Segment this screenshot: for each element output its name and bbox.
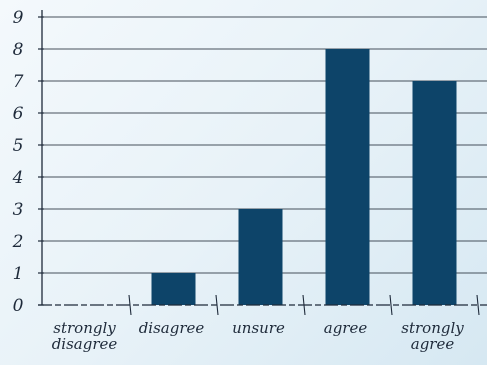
y-tick-label: 0 xyxy=(13,296,24,316)
x-tick-labels: strongly disagree disagree unsure agree stron… xyxy=(52,319,465,353)
x-tick-label: strongly disagree xyxy=(52,319,118,353)
bars xyxy=(151,49,457,305)
y-tick-label: 9 xyxy=(13,8,24,28)
bar xyxy=(151,273,196,305)
y-tick-labels: 0 1 2 3 4 5 6 7 8 9 xyxy=(12,8,24,316)
y-tick-label: 5 xyxy=(13,136,24,156)
x-tick-mark xyxy=(302,294,306,316)
axes xyxy=(38,10,487,316)
y-tick-label: 6 xyxy=(13,104,24,124)
bar xyxy=(412,81,457,305)
grid-lines xyxy=(42,16,487,274)
y-tick-label: 3 xyxy=(13,200,24,220)
x-tick-label: unsure xyxy=(232,319,285,337)
y-tick-label: 1 xyxy=(13,264,24,284)
x-tick-label: strongly agree xyxy=(401,319,464,353)
bar xyxy=(238,209,283,305)
y-tick-label: 2 xyxy=(12,232,24,252)
x-tick-label: disagree xyxy=(139,319,205,337)
y-tick-label: 7 xyxy=(13,72,24,92)
x-tick-label: agree xyxy=(324,319,368,337)
x-tick-mark xyxy=(476,294,480,316)
x-tick-mark xyxy=(389,294,393,316)
bar xyxy=(325,49,370,305)
x-tick-mark xyxy=(215,294,219,316)
y-tick-label: 4 xyxy=(12,168,24,188)
y-tick-label: 8 xyxy=(13,40,24,60)
x-tick-mark xyxy=(128,294,132,316)
